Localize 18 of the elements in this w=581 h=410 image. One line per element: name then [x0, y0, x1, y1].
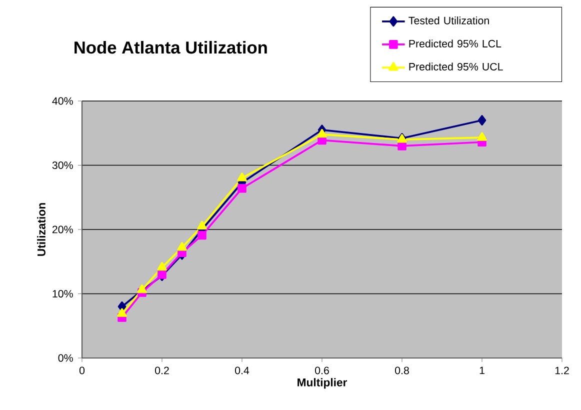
y-axis-title: Utilization	[37, 203, 46, 256]
x-tick-label: 0	[79, 366, 85, 374]
x-tick-label: 1	[480, 366, 484, 374]
y-tick-label: 10%	[52, 290, 73, 298]
x-tick-label: 0.6	[315, 366, 329, 374]
x-axis-title: Multiplier	[298, 378, 348, 389]
x-tick-label: 0.8	[395, 366, 409, 374]
x-tick-label: 0.2	[155, 366, 169, 374]
y-tick-label: 40%	[52, 97, 73, 105]
y-tick-label: 0%	[58, 354, 73, 362]
legend-label: Tested Utilization	[408, 16, 489, 24]
legend-label: Predicted 95% UCL	[409, 62, 503, 70]
x-tick-label: 1.2	[555, 366, 569, 374]
x-tick-label: 0.4	[235, 366, 250, 374]
legend-label: Predicted 95% LCL	[409, 40, 502, 48]
y-tick-label: 30%	[52, 161, 73, 170]
y-tick-label: 20%	[52, 226, 73, 234]
chart-title: Node Atlanta Utilization	[74, 40, 267, 54]
